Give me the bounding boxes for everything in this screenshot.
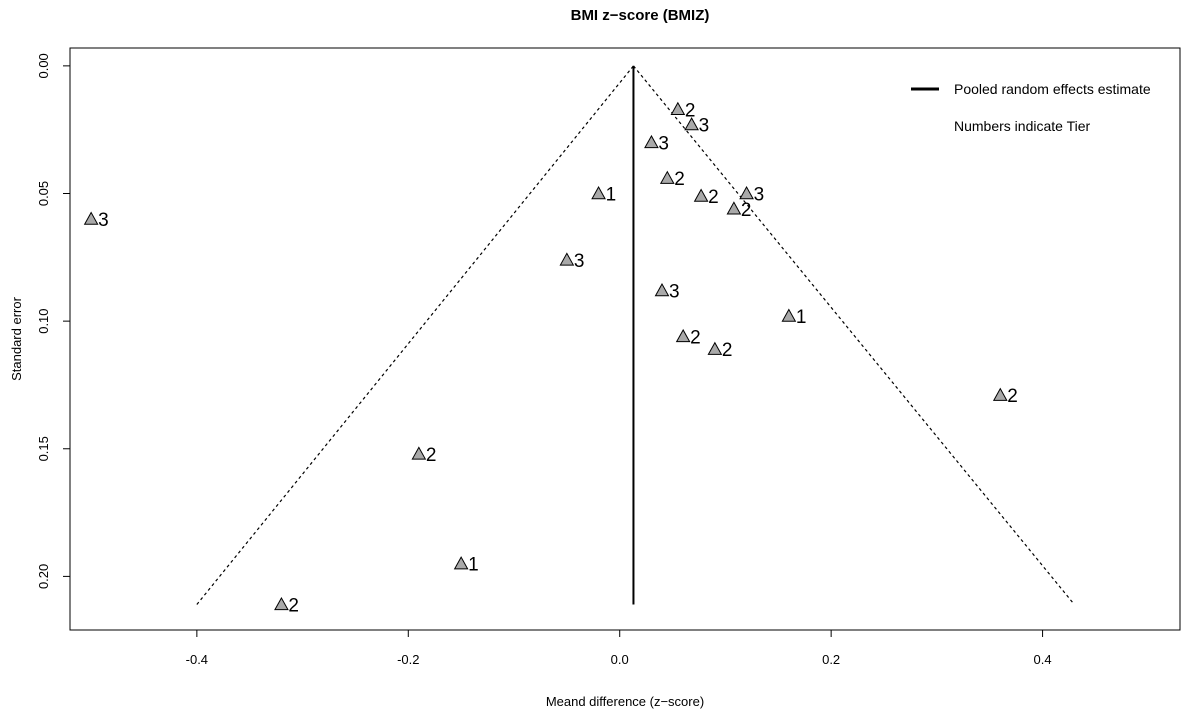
data-point-triangle bbox=[659, 170, 675, 184]
data-point-tier-label: 3 bbox=[699, 116, 710, 137]
data-point-tier-label: 2 bbox=[708, 187, 719, 208]
legend-entry-tier-note: Numbers indicate Tier bbox=[954, 118, 1091, 134]
data-point-tier-label: 2 bbox=[741, 200, 752, 221]
legend-entry-pooled: Pooled random effects estimate bbox=[954, 81, 1151, 97]
funnel-lines bbox=[196, 65, 1075, 605]
data-point-triangle bbox=[83, 211, 99, 225]
data-point-tier-label: 1 bbox=[468, 555, 479, 576]
y-tick-label: 0.00 bbox=[36, 53, 51, 78]
x-tick-label: 0.0 bbox=[611, 652, 629, 667]
y-tick-label: 0.15 bbox=[36, 436, 51, 461]
x-tick-label: 0.2 bbox=[822, 652, 840, 667]
data-point-tier-label: 1 bbox=[606, 185, 617, 206]
y-axis-label: Standard error bbox=[9, 296, 24, 380]
funnel-right-line bbox=[632, 65, 1075, 605]
data-point-triangle bbox=[644, 134, 659, 149]
data-point-triangle bbox=[693, 188, 709, 202]
data-point-tier-label: 3 bbox=[658, 133, 669, 154]
y-tick-label: 0.10 bbox=[36, 308, 51, 333]
data-point-triangle bbox=[591, 185, 606, 200]
x-tick-label: 0.4 bbox=[1034, 652, 1052, 667]
data-point-triangle bbox=[707, 341, 723, 355]
data-point-tier-label: 2 bbox=[288, 595, 299, 616]
x-axis: -0.4 -0.2 0.0 0.2 0.4 bbox=[186, 629, 1052, 667]
plot-frame bbox=[69, 47, 1181, 631]
data-point-tier-label: 2 bbox=[1007, 386, 1018, 407]
data-point-triangle bbox=[675, 328, 691, 343]
data-point-tier-label: 3 bbox=[574, 251, 585, 272]
data-point-tier-label: 2 bbox=[690, 327, 701, 348]
x-tick-label: -0.4 bbox=[186, 652, 208, 667]
data-point-triangle bbox=[781, 308, 797, 322]
data-point-triangle bbox=[411, 446, 427, 460]
data-point-triangle bbox=[274, 596, 289, 611]
data-point-triangle bbox=[739, 185, 754, 200]
data-point-triangle bbox=[654, 282, 670, 297]
data-point-tier-label: 2 bbox=[722, 340, 733, 361]
y-tick-label: 0.05 bbox=[36, 181, 51, 206]
data-point-tier-label: 1 bbox=[796, 307, 807, 328]
data-point-tier-label: 3 bbox=[98, 210, 109, 231]
legend: Pooled random effects estimate Numbers i… bbox=[911, 81, 1151, 134]
data-point-tier-label: 2 bbox=[674, 169, 685, 190]
x-tick-label: -0.2 bbox=[397, 652, 419, 667]
data-point-tier-label: 2 bbox=[426, 445, 437, 466]
data-point-triangle bbox=[559, 252, 575, 266]
y-tick-label: 0.20 bbox=[36, 564, 51, 589]
data-point-triangle bbox=[453, 556, 469, 570]
data-point-triangle bbox=[726, 201, 742, 215]
funnel-left-line bbox=[196, 65, 634, 605]
x-axis-label: Meand difference (z−score) bbox=[546, 694, 704, 709]
data-point-tier-label: 3 bbox=[754, 185, 765, 206]
data-point-triangle bbox=[992, 387, 1008, 401]
y-axis: 0.00 0.05 0.10 0.15 0.20 bbox=[36, 53, 71, 589]
chart-title: BMI z−score (BMIZ) bbox=[571, 7, 710, 24]
data-point-triangle bbox=[684, 117, 699, 131]
data-point-triangle bbox=[670, 101, 686, 115]
data-point-tier-label: 2 bbox=[685, 100, 696, 121]
data-point-tier-label: 3 bbox=[669, 282, 680, 303]
